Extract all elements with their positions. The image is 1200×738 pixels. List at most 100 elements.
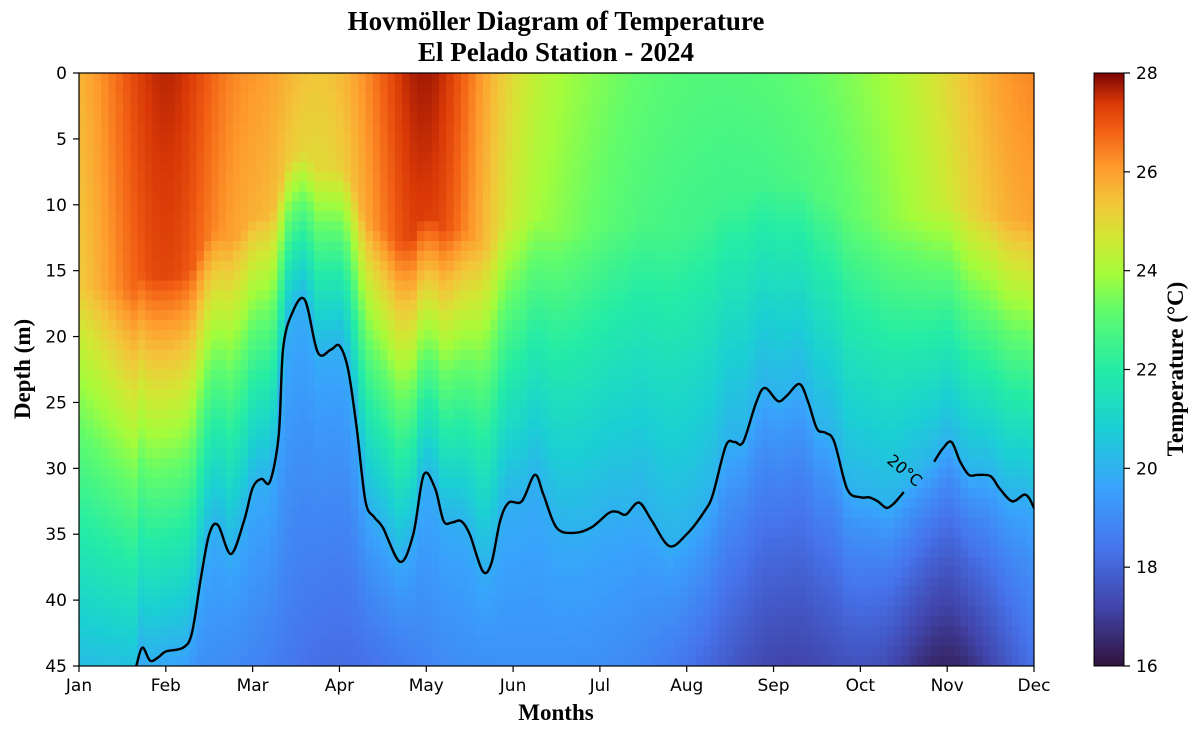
heatmap-cell	[196, 241, 205, 252]
heatmap-cell	[79, 458, 87, 469]
heatmap-cell	[424, 567, 433, 578]
heatmap-cell	[394, 181, 403, 193]
heatmap-cell	[688, 221, 697, 232]
heatmap-cell	[145, 389, 154, 400]
heatmap-cell	[203, 379, 212, 390]
heatmap-cell	[115, 142, 124, 153]
heatmap-cell	[277, 221, 286, 232]
heatmap-cell	[225, 488, 234, 499]
heatmap-cell	[365, 339, 374, 351]
heatmap-cell	[607, 636, 616, 647]
heatmap-cell	[519, 270, 528, 282]
heatmap-cell	[181, 468, 190, 479]
heatmap-cell	[578, 557, 587, 568]
heatmap-cell	[365, 320, 374, 331]
heatmap-cell	[159, 241, 168, 252]
heatmap-cell	[556, 92, 565, 104]
heatmap-cell	[86, 626, 95, 637]
heatmap-cell	[86, 132, 95, 143]
heatmap-cell	[387, 161, 396, 173]
heatmap-cell	[240, 280, 249, 292]
heatmap-cell	[431, 646, 440, 657]
heatmap-cell	[402, 112, 411, 124]
heatmap-cell	[277, 636, 286, 647]
heatmap-cell	[600, 626, 609, 637]
heatmap-cell	[578, 339, 587, 351]
heatmap-cell	[637, 656, 646, 666]
heatmap-cell	[167, 369, 176, 380]
heatmap-cell	[394, 82, 403, 94]
heatmap-cell	[600, 517, 609, 529]
heatmap-cell	[130, 320, 139, 331]
heatmap-cell	[681, 488, 690, 499]
heatmap-cell	[321, 73, 330, 84]
heatmap-cell	[299, 310, 308, 321]
heatmap-cell	[424, 616, 433, 628]
heatmap-cell	[571, 329, 580, 341]
heatmap-cell	[343, 310, 352, 321]
heatmap-cell	[387, 448, 396, 460]
heatmap-cell	[380, 221, 389, 232]
heatmap-cell	[534, 201, 543, 212]
heatmap-cell	[402, 626, 411, 637]
heatmap-cell	[585, 488, 594, 499]
heatmap-cell	[549, 497, 558, 509]
heatmap-cell	[615, 310, 624, 321]
heatmap-cell	[350, 181, 359, 193]
heatmap-cell	[409, 300, 418, 311]
heatmap-cell	[350, 359, 359, 371]
heatmap-cell	[189, 161, 198, 173]
heatmap-cell	[196, 349, 205, 361]
heatmap-cell	[637, 349, 646, 361]
heatmap-cell	[431, 329, 440, 341]
heatmap-cell	[431, 260, 440, 272]
heatmap-cell	[233, 241, 242, 252]
heatmap-cell	[681, 211, 690, 222]
heatmap-cell	[629, 478, 638, 489]
heatmap-cell	[468, 290, 477, 301]
heatmap-cell	[490, 161, 499, 173]
heatmap-cell	[446, 161, 455, 173]
heatmap-cell	[247, 468, 256, 479]
heatmap-cell	[659, 537, 668, 548]
heatmap-cell	[416, 409, 425, 420]
heatmap-cell	[571, 250, 580, 262]
heatmap-cell	[218, 132, 227, 143]
heatmap-cell	[380, 231, 389, 242]
heatmap-cell	[416, 270, 425, 282]
heatmap-cell	[585, 92, 594, 104]
heatmap-cell	[490, 181, 499, 193]
heatmap-cell	[541, 606, 550, 618]
heatmap-cell	[681, 349, 690, 361]
heatmap-cell	[262, 191, 271, 203]
heatmap-cell	[79, 171, 87, 183]
heatmap-cell	[233, 231, 242, 242]
heatmap-cell	[262, 112, 271, 124]
heatmap-cell	[358, 152, 367, 163]
heatmap-cell	[145, 438, 154, 450]
heatmap-cell	[203, 606, 212, 618]
heatmap-cell	[233, 616, 242, 628]
heatmap-cell	[409, 241, 418, 252]
heatmap-cell	[336, 577, 345, 588]
heatmap-cell	[527, 132, 536, 143]
heatmap-cell	[402, 656, 411, 666]
heatmap-cell	[181, 290, 190, 301]
heatmap-cell	[571, 181, 580, 193]
heatmap-cell	[519, 339, 528, 351]
heatmap-cell	[571, 497, 580, 509]
heatmap-cell	[115, 171, 124, 183]
heatmap-cell	[622, 142, 631, 153]
heatmap-cell	[292, 310, 300, 321]
heatmap-cell	[593, 468, 602, 479]
heatmap-cell	[446, 300, 455, 311]
heatmap-cell	[115, 73, 124, 84]
heatmap-cell	[505, 399, 514, 410]
heatmap-cell	[321, 171, 330, 183]
heatmap-cell	[336, 428, 345, 440]
heatmap-cell	[365, 636, 374, 647]
heatmap-cell	[652, 527, 660, 539]
heatmap-cell	[483, 596, 491, 608]
heatmap-cell	[600, 339, 609, 351]
heatmap-cell	[79, 567, 87, 578]
